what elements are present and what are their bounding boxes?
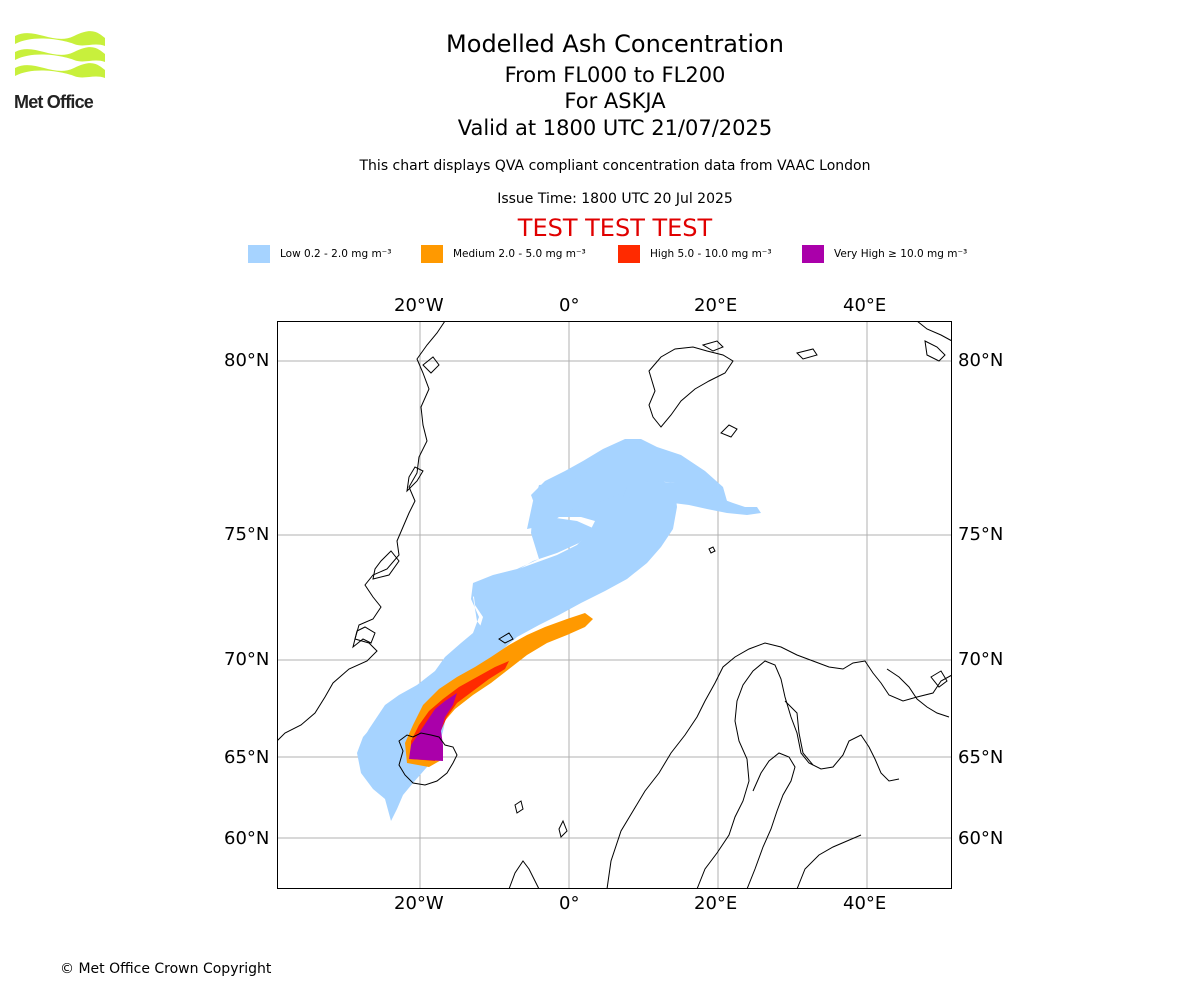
lon-label-bottom-0: 0° [559,893,580,914]
flight-levels: From FL000 to FL200 [504,63,726,87]
legend-label-medium: Medium 2.0 - 5.0 mg m⁻³ [453,248,586,260]
legend-swatch-very-high [802,245,824,263]
ash-low-east-lobe [623,481,761,515]
lat-label-right-70n: 70°N [958,649,1004,670]
lon-label-bottom-20w: 20°W [394,893,444,914]
lon-label-top-40e: 40°E [843,295,887,316]
valid-time: Valid at 1800 UTC 21/07/2025 [457,116,773,140]
lat-label-right-65n: 65°N [958,747,1004,768]
legend-item-high: High 5.0 - 10.0 mg m⁻³ [618,244,772,264]
lat-label-right-75n: 75°N [958,524,1004,545]
legend-swatch-low [248,245,270,263]
lat-label-right-60n: 60°N [958,828,1004,849]
lon-label-top-20e: 20°E [694,295,738,316]
legend-item-very-high: Very High ≥ 10.0 mg m⁻³ [802,244,967,264]
legend-swatch-high [618,245,640,263]
test-banner: TEST TEST TEST [517,214,713,242]
lat-label-left-60n: 60°N [224,828,270,849]
issue-time: Issue Time: 1800 UTC 20 Jul 2025 [497,191,733,207]
lat-label-left-75n: 75°N [224,524,270,545]
lon-label-top-0: 0° [559,295,580,316]
met-office-waves-icon [15,31,105,78]
lat-label-left-65n: 65°N [224,747,270,768]
chart-description: This chart displays QVA compliant concen… [359,158,871,174]
legend-label-low: Low 0.2 - 2.0 mg m⁻³ [280,248,392,260]
ash-low-north-arm [527,439,727,529]
volcano-name: For ASKJA [564,89,666,113]
legend-label-high: High 5.0 - 10.0 mg m⁻³ [650,248,772,260]
legend-item-medium: Medium 2.0 - 5.0 mg m⁻³ [421,244,586,264]
ash-low-region [359,475,607,759]
legend-item-low: Low 0.2 - 2.0 mg m⁻³ [248,244,391,264]
coastlines [277,321,952,889]
lat-label-left-70n: 70°N [224,649,270,670]
map-gridlines [277,321,952,889]
legend-swatch-medium [421,245,443,263]
lat-label-left-80n: 80°N [224,350,270,371]
legend-label-very-high: Very High ≥ 10.0 mg m⁻³ [834,248,968,260]
met-office-logo-text: Met Office [14,92,94,112]
ash-map [277,321,952,889]
lon-label-top-20w: 20°W [394,295,444,316]
copyright-notice: © Met Office Crown Copyright [60,961,272,977]
lat-label-right-80n: 80°N [958,350,1004,371]
ash-very-high-region [409,693,457,761]
lon-label-bottom-40e: 40°E [843,893,887,914]
chart-title: Modelled Ash Concentration [446,30,784,58]
lon-label-bottom-20e: 20°E [694,893,738,914]
